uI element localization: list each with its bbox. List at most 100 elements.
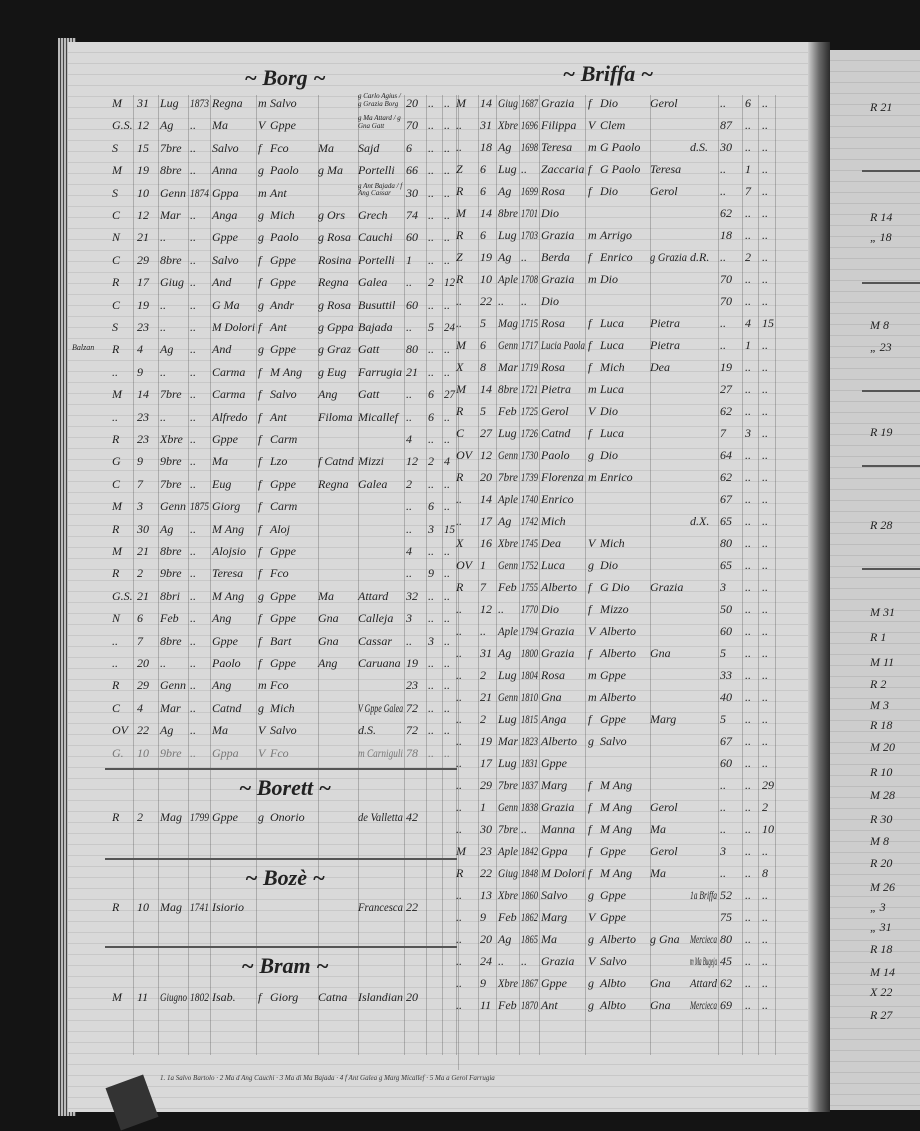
- cell-code: R: [112, 275, 120, 290]
- cell-relation: V: [588, 624, 596, 638]
- cell-month: 7bre: [498, 470, 519, 484]
- ledger-row: R 6 Lug 1703 Grazia m Arrigo 18....: [0, 224, 800, 246]
- cell-parent2: g Gppa: [318, 320, 354, 334]
- cell-age: 80: [406, 342, 418, 357]
- cell-name: Alberto: [541, 734, 577, 748]
- cell-col-a: 6: [745, 96, 751, 110]
- cell-surname: d.S.: [690, 140, 708, 154]
- ledger-row: G. 10 9bre.. Gppa V Fco m Carniguli 78....: [0, 742, 800, 764]
- cell-parent: Fco: [270, 566, 289, 581]
- cell-code: M: [456, 844, 466, 858]
- cell-parent2: Ma: [318, 588, 334, 603]
- ledger-row: N 21.... Gppe g Paolo g Rosa Cauchi 60....: [0, 226, 800, 248]
- cell-parent2: Teresa: [650, 162, 682, 176]
- cell-age: 12: [406, 454, 418, 469]
- cell-parent2: Pietra: [650, 316, 680, 330]
- cell-parent2: Marg: [650, 712, 677, 726]
- cell-year: ..: [190, 611, 196, 626]
- cell-relation: f: [588, 316, 592, 330]
- cell-surname: Grech: [358, 208, 388, 222]
- cell-code: N: [112, 230, 121, 245]
- cell-col-a: ..: [745, 910, 751, 924]
- cell-year: 1698: [521, 140, 538, 154]
- cell-parent2: Gerol: [650, 844, 678, 858]
- cell-month: ..: [160, 320, 166, 334]
- cell-col-a: 2: [745, 250, 751, 264]
- next-page-entry: M 26: [870, 880, 895, 894]
- cell-col-b: ..: [444, 342, 450, 357]
- cell-year: 1701: [521, 206, 538, 220]
- cell-parent: Clem: [600, 118, 626, 132]
- cell-surname: Mizzi: [358, 454, 385, 469]
- ledger-row: OV 1 Genn 1752 Luca g Dio 65....: [0, 554, 800, 576]
- cell-code: M: [456, 96, 466, 110]
- cell-year: 1717: [521, 338, 538, 352]
- cell-day: 4: [137, 700, 143, 715]
- column-rule: [358, 95, 359, 1055]
- cell-parent2: g Ors: [318, 208, 346, 222]
- ledger-row: M 14 8bre 1701 Dio 62....: [0, 202, 800, 224]
- ledger-row: R 20 7bre 1739 Florenza m Enrico 62....: [0, 466, 800, 488]
- cell-year: 1703: [521, 228, 538, 242]
- cell-day: 23: [480, 844, 492, 858]
- cell-age: 52: [720, 888, 732, 902]
- cell-code: Z: [456, 250, 463, 264]
- cell-relation: f: [588, 338, 592, 352]
- ledger-row: .. 2 Lug 1804 Rosa m Gppe 33....: [0, 664, 800, 686]
- cell-year: 1875: [190, 499, 210, 514]
- next-page-entry: X 22: [870, 985, 893, 999]
- margin-note: Balzan: [72, 343, 95, 352]
- cell-year: ..: [190, 297, 196, 312]
- cell-col-b: 15: [762, 316, 774, 330]
- cell-col-b: ..: [444, 678, 450, 693]
- section-rule: [862, 170, 920, 172]
- cell-day: 17: [137, 275, 149, 290]
- cell-relation: f: [258, 544, 262, 558]
- cell-parent2: Grazia: [650, 580, 684, 594]
- section-title: ~ Briffa ~: [562, 61, 654, 86]
- cell-day: 2: [137, 566, 143, 581]
- cell-age: ..: [720, 250, 726, 264]
- cell-year: 1687: [521, 96, 538, 110]
- ledger-row: M 14 Giug 1687 Grazia f Dio Gerol.. 6..: [0, 92, 800, 114]
- cell-month: Aple: [498, 624, 518, 638]
- cell-day: 6: [480, 184, 486, 198]
- cell-col-a: ..: [745, 866, 751, 880]
- cell-col-a: ..: [428, 588, 434, 603]
- cell-age: ..: [720, 184, 726, 198]
- next-page-entry: M 14: [870, 965, 895, 979]
- cell-year: 1739: [521, 470, 538, 484]
- cell-year: ..: [190, 521, 196, 536]
- cell-name: Filippa: [541, 118, 577, 132]
- cell-month: Ag: [498, 932, 512, 946]
- cell-year: ..: [190, 252, 196, 267]
- cell-col-a: ..: [745, 778, 751, 792]
- cell-relation: f: [588, 712, 592, 726]
- cell-parent: M Ang: [600, 866, 633, 880]
- cell-surname: g Carlo Agius / g Grazia Borg: [358, 92, 401, 108]
- cell-surname: Busuttil: [358, 297, 396, 312]
- cell-day: 31: [480, 118, 492, 132]
- cell-col-b: ..: [762, 932, 768, 946]
- cell-surname: Sajd: [358, 140, 380, 155]
- cell-code: R: [456, 228, 464, 242]
- section-rule: [862, 282, 920, 284]
- cell-year: 1870: [521, 998, 538, 1012]
- cell-day: 22: [137, 723, 149, 738]
- cell-parent: Luca: [600, 338, 624, 352]
- next-page-entry: R 18: [870, 942, 893, 956]
- section-rule: [862, 465, 920, 467]
- next-page-entry: M 31: [870, 605, 895, 619]
- cell-col-b: ..: [762, 294, 768, 308]
- cell-month: Ag: [498, 514, 512, 528]
- cell-parent: Salvo: [600, 734, 627, 748]
- cell-name: Manna: [541, 822, 575, 836]
- cell-name: Carma: [212, 387, 246, 402]
- cell-col-a: ..: [745, 140, 751, 154]
- cell-month: Xbre: [498, 118, 519, 132]
- cell-parent: Dio: [600, 404, 618, 418]
- cell-parent: Onorio: [270, 810, 305, 824]
- cell-col-a: 1: [745, 162, 751, 176]
- cell-day: 1: [480, 800, 486, 814]
- cell-parent: Alberto: [600, 690, 636, 704]
